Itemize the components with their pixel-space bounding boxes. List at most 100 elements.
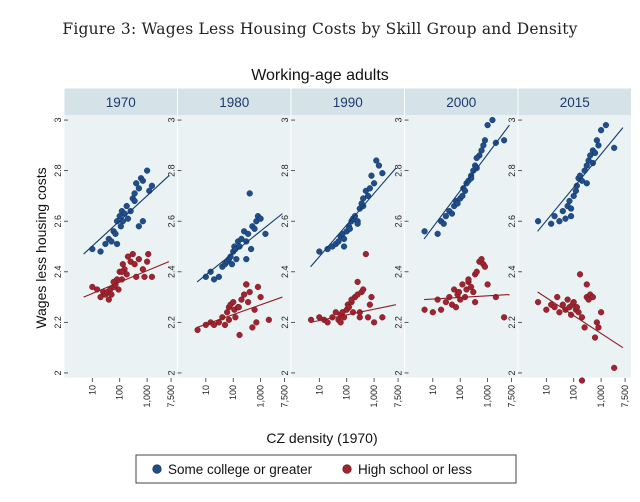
- college-point: [146, 187, 153, 194]
- college-point: [500, 137, 508, 144]
- highschool-point: [354, 278, 361, 286]
- panel-border: [517, 87, 632, 379]
- y-tick-label: 2.8: [507, 164, 517, 177]
- highschool-point: [459, 281, 466, 288]
- fit-line-highschool: [310, 304, 397, 323]
- college-point: [364, 192, 372, 200]
- y-tick-label: 2.6: [53, 215, 63, 228]
- college-point: [379, 170, 386, 177]
- college-point: [97, 248, 104, 255]
- x-tick-label: 10: [428, 385, 438, 395]
- y-tick-label: 2.8: [53, 164, 63, 177]
- highschool-point: [246, 288, 253, 296]
- chart-title: Working-age adults: [251, 67, 389, 84]
- college-point: [587, 152, 594, 159]
- college-point: [448, 210, 456, 217]
- college-point: [340, 235, 348, 243]
- highschool-point: [578, 377, 586, 384]
- x-tick-label: 7,500: [620, 385, 630, 408]
- legend-box: [135, 454, 517, 484]
- y-tick-label: 3: [280, 118, 290, 123]
- panel-title: 2015: [560, 95, 590, 110]
- panel-2000: 2000 2 2.2 2.4 2.6 2.8 3 10 100 1,000 7,500: [394, 87, 519, 408]
- x-tick-label: 10: [541, 385, 551, 395]
- panel-header: [291, 88, 405, 115]
- college-point: [421, 228, 428, 235]
- highschool-point: [131, 261, 138, 268]
- college-point: [133, 180, 140, 187]
- college-point: [238, 235, 245, 243]
- highschool-point: [235, 304, 242, 311]
- highschool-point: [554, 293, 561, 301]
- x-tick-label: 7,500: [166, 385, 176, 408]
- college-point: [123, 202, 130, 210]
- highschool-point: [97, 293, 104, 301]
- college-point: [102, 240, 109, 248]
- highschool-point: [589, 293, 596, 301]
- college-point: [559, 207, 566, 215]
- plot-area: [404, 115, 518, 378]
- highschool-point: [115, 286, 122, 293]
- panel-title: 1990: [333, 95, 363, 110]
- highschool-point: [578, 314, 586, 321]
- college-point: [567, 213, 575, 220]
- y-tick-label: 2.2: [53, 316, 63, 329]
- x-tick-label: 7,500: [393, 385, 403, 408]
- highschool-point: [364, 314, 372, 321]
- highschool-point: [473, 268, 480, 275]
- college-point: [251, 225, 258, 232]
- college-point: [373, 157, 380, 164]
- highschool-point: [245, 299, 252, 306]
- highschool-point: [348, 296, 355, 303]
- fit-line-college: [537, 127, 624, 232]
- y-axis-title: Wages less housing costs: [33, 167, 49, 328]
- fit-line-highschool: [537, 291, 624, 349]
- college-point: [113, 240, 121, 248]
- highschool-point: [598, 309, 605, 316]
- legend-label-college: Some college or greater: [168, 462, 313, 477]
- college-point: [257, 215, 264, 222]
- panel-1990: 1990 2 2.2 2.4 2.6 2.8 3 10 100 1,000 7,500: [280, 87, 405, 408]
- panels: 1970 2 2.2 2.4 2.6 2.8 3 10 100 1,000 7,500 1980 2 2.…: [53, 87, 632, 408]
- highschool-point: [362, 250, 369, 258]
- panel-1980: 1980 2 2.2 2.4 2.6 2.8 3 10 100 1,000 7,500: [167, 87, 292, 408]
- highschool-point: [194, 326, 201, 334]
- highschool-point: [583, 281, 590, 288]
- x-tick-label: 7,500: [507, 385, 517, 408]
- highschool-point: [421, 306, 428, 313]
- college-point: [598, 127, 605, 134]
- college-point: [233, 256, 240, 263]
- college-point: [139, 218, 146, 225]
- highschool-point: [429, 309, 436, 316]
- x-tick-label: 10: [314, 385, 324, 395]
- highschool-point: [442, 299, 449, 306]
- college-point: [595, 142, 602, 149]
- y-tick-label: 2.6: [394, 215, 404, 228]
- highschool-point: [243, 281, 250, 288]
- y-tick-label: 2.2: [394, 316, 404, 329]
- college-point: [591, 149, 599, 157]
- legend-label-highschool: High school or less: [358, 462, 472, 477]
- y-tick-label: 2.2: [280, 316, 290, 329]
- plot-area: [518, 115, 632, 378]
- college-point: [368, 172, 375, 179]
- highschool-point: [451, 286, 458, 293]
- figure-title: Figure 3: Wages Less Housing Costs by Sk…: [62, 20, 577, 38]
- x-tick-label: 10: [201, 385, 211, 395]
- x-tick-label: 100: [228, 385, 238, 400]
- college-point: [144, 167, 151, 174]
- college-point: [112, 230, 119, 237]
- highschool-point: [253, 319, 260, 326]
- college-point: [567, 205, 575, 212]
- panel-header: [177, 88, 291, 115]
- y-tick-label: 2.8: [394, 164, 404, 177]
- college-point: [246, 190, 253, 197]
- highschool-point: [543, 306, 550, 313]
- highschool-point: [230, 299, 237, 306]
- highschool-point: [123, 271, 130, 278]
- highschool-point: [575, 309, 582, 316]
- highschool-point: [556, 309, 563, 316]
- y-tick-label: 2.6: [280, 215, 290, 228]
- plot-area: [291, 115, 405, 378]
